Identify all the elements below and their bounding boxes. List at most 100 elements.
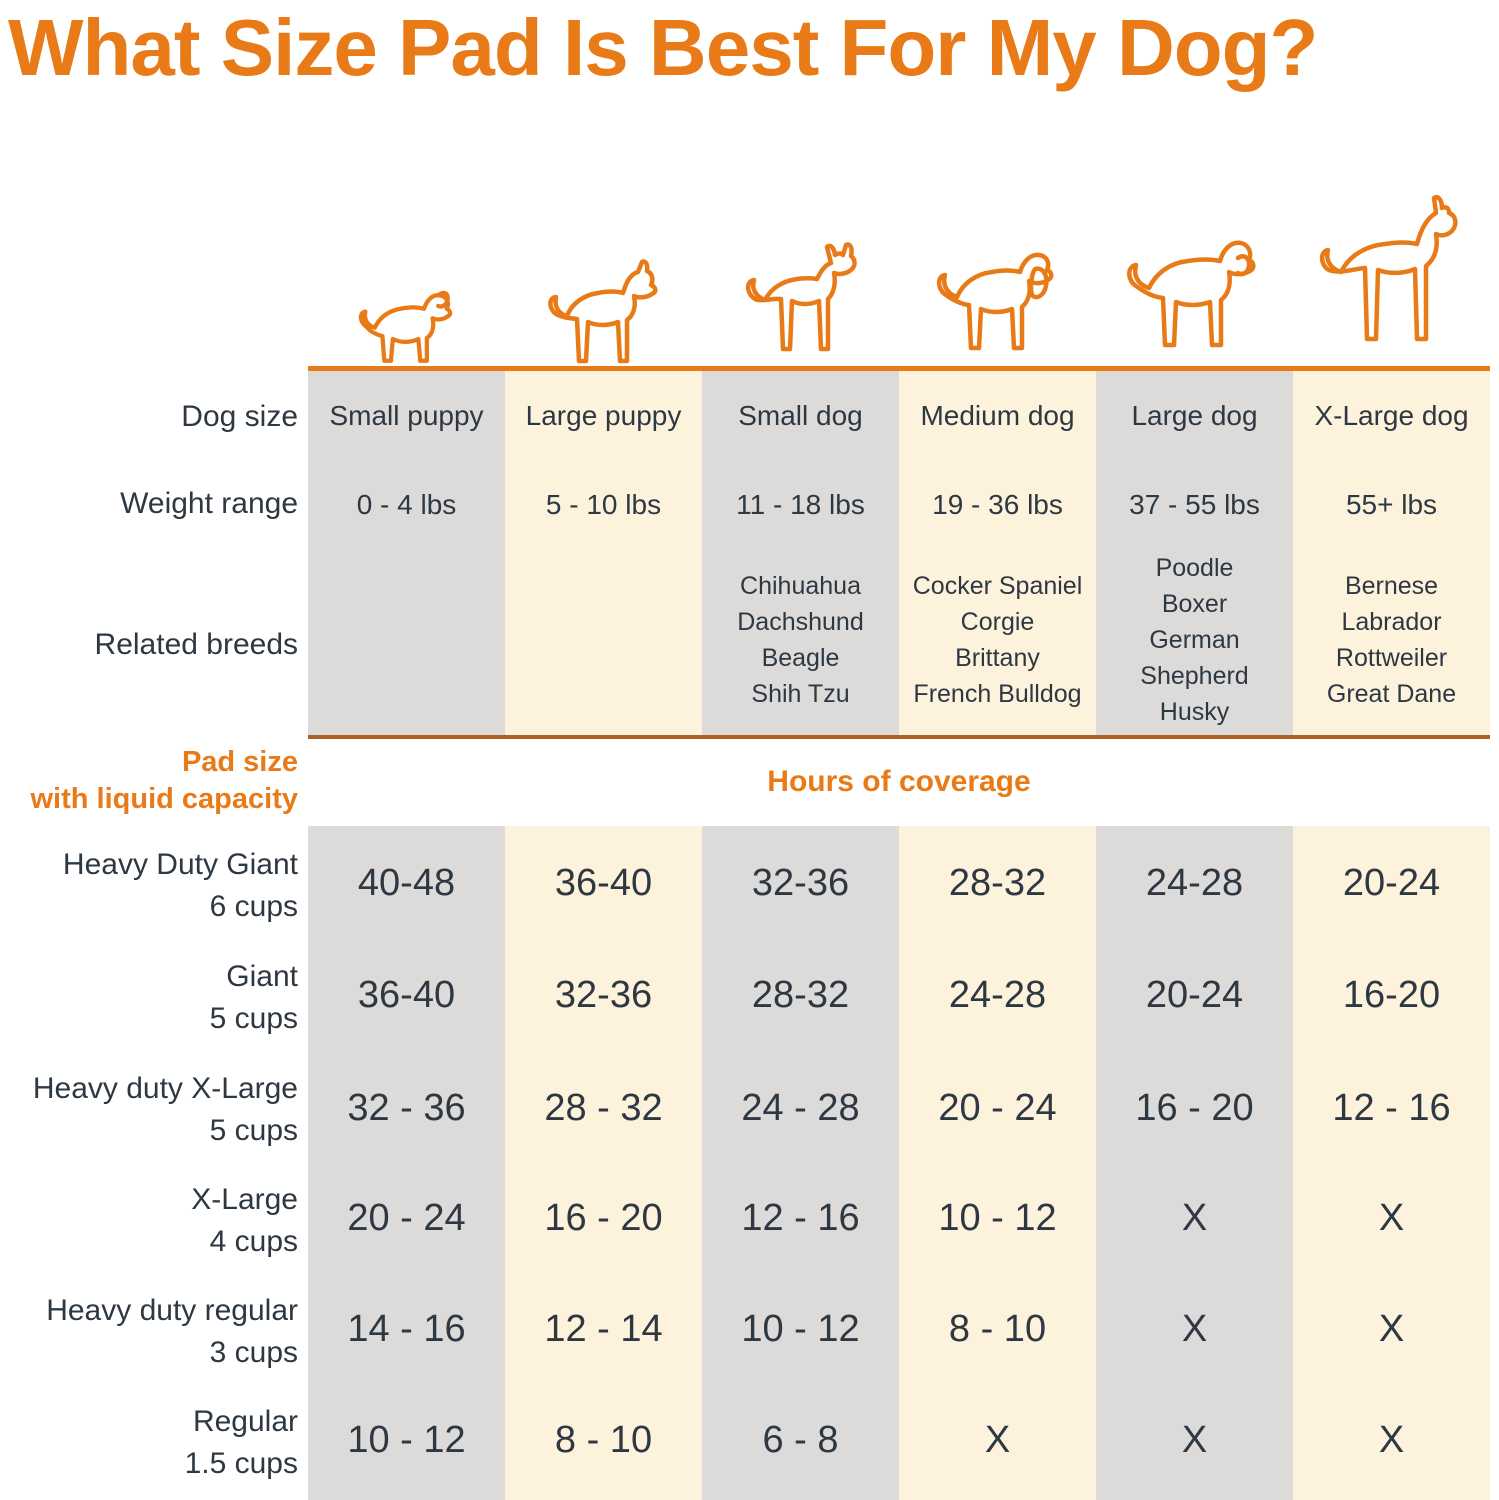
hours-cell: 32-36 — [751, 862, 850, 904]
hours-cell: 12 - 14 — [544, 1308, 663, 1350]
hours-cell: 20-24 — [1145, 974, 1244, 1016]
hours-cell: 6 - 8 — [762, 1419, 839, 1461]
breed: Shih Tzu — [751, 680, 850, 708]
hours-cell: 8 - 10 — [948, 1308, 1047, 1350]
related-breeds-row: Chihuahua Dachshund Beagle Shih Tzu Cock… — [308, 545, 1490, 735]
pad-size-label-line2: with liquid capacity — [30, 783, 299, 815]
hours-cell: 32-36 — [554, 974, 653, 1016]
hours-row: 20 - 24 16 - 20 12 - 16 10 - 12 X X — [308, 1197, 1490, 1240]
column-bg-large-puppy-top — [505, 371, 702, 735]
breed: Husky — [1159, 698, 1230, 726]
hours-cell: 14 - 16 — [347, 1308, 466, 1350]
pad-capacity: 1.5 cups — [184, 1447, 298, 1480]
breeds-cell — [308, 545, 505, 735]
hours-cell: 16 - 20 — [1135, 1087, 1254, 1129]
column-bg-small-dog-top — [702, 371, 899, 735]
row-group-label-pad-size: Pad size with liquid capacity — [0, 744, 299, 818]
row-label-related-breeds: Related breeds — [94, 628, 298, 661]
weight-cell: 11 - 18 lbs — [736, 489, 865, 520]
column-header: Medium dog — [920, 400, 1075, 431]
breed: Cocker Spaniel — [912, 572, 1083, 600]
breed: Labrador — [1341, 608, 1442, 636]
pad-name: Heavy duty X-Large — [32, 1072, 298, 1105]
pad-row-label: Regular 1.5 cups — [0, 1401, 298, 1485]
large-puppy-dog-icon — [505, 256, 702, 366]
hours-cell: 12 - 16 — [1332, 1087, 1451, 1129]
breeds-cell: Cocker Spaniel Corgie Brittany French Bu… — [899, 545, 1096, 735]
pad-name: X-Large — [191, 1183, 298, 1216]
column-header: Small puppy — [329, 400, 484, 431]
hours-cell: 40-48 — [357, 862, 456, 904]
column-bg-medium-dog-top — [899, 371, 1096, 735]
hours-row: 10 - 12 8 - 10 6 - 8 X X X — [308, 1419, 1490, 1462]
hours-cell: 8 - 10 — [554, 1419, 653, 1461]
pad-row-label: Giant 5 cups — [0, 956, 298, 1040]
column-header: X-Large dog — [1314, 400, 1469, 431]
pad-name: Giant — [226, 960, 298, 993]
hours-row: 40-48 36-40 32-36 28-32 24-28 20-24 — [308, 862, 1490, 905]
hours-cell: 24-28 — [1145, 862, 1244, 904]
hours-cell: X — [1378, 1197, 1405, 1239]
dog-silhouettes-row — [308, 170, 1490, 366]
hours-cell: 36-40 — [554, 862, 653, 904]
pad-name: Regular — [192, 1405, 298, 1438]
pad-row-label: Heavy duty X-Large 5 cups — [0, 1068, 298, 1152]
hours-cell: X — [1378, 1308, 1405, 1350]
hours-cell: 36-40 — [357, 974, 456, 1016]
hours-row: 32 - 36 28 - 32 24 - 28 20 - 24 16 - 20 … — [308, 1087, 1490, 1130]
hours-cell: 16-20 — [1342, 974, 1441, 1016]
weight-cell: 19 - 36 lbs — [932, 489, 1063, 520]
breed: French Bulldog — [913, 680, 1082, 708]
breed: Boxer — [1161, 590, 1228, 618]
hours-cell: 28 - 32 — [544, 1087, 663, 1129]
row-label-weight-range: Weight range — [120, 487, 298, 520]
breeds-cell — [505, 545, 702, 735]
weight-cell: 5 - 10 lbs — [545, 489, 662, 520]
hours-cell: X — [1181, 1419, 1208, 1461]
breed: Rottweiler — [1335, 644, 1448, 672]
pad-capacity: 3 cups — [209, 1336, 298, 1369]
column-bg-small-dog-bottom — [702, 826, 899, 1500]
column-header: Small dog — [738, 400, 863, 431]
hours-cell: X — [1181, 1197, 1208, 1239]
column-bg-x-large-dog-bottom — [1293, 826, 1490, 1500]
hours-cell: 24 - 28 — [741, 1087, 860, 1129]
breed: Dachshund — [737, 608, 864, 636]
pad-row-label: Heavy Duty Giant 6 cups — [0, 844, 298, 928]
hours-cell: 24-28 — [948, 974, 1047, 1016]
hours-cell: 32 - 36 — [347, 1087, 466, 1129]
small-dog-icon — [702, 230, 899, 366]
column-bg-large-puppy-bottom — [505, 826, 702, 1500]
breed: Great Dane — [1326, 680, 1457, 708]
weight-range-row: 0 - 4 lbs 5 - 10 lbs 11 - 18 lbs 19 - 36… — [308, 489, 1490, 521]
breed: German Shepherd — [1140, 626, 1249, 690]
page-title: What Size Pad Is Best For My Dog? — [8, 3, 1318, 92]
hours-cell: 10 - 12 — [741, 1308, 860, 1350]
medium-dog-icon — [899, 218, 1096, 366]
x-large-dog-icon — [1293, 172, 1490, 366]
column-bg-large-dog-bottom — [1096, 826, 1293, 1500]
small-puppy-dog-icon — [308, 278, 505, 366]
weight-cell: 0 - 4 lbs — [356, 489, 457, 520]
dog-size-header-row: Small puppy Large puppy Small dog Medium… — [308, 400, 1490, 432]
hours-row: 14 - 16 12 - 14 10 - 12 8 - 10 X X — [308, 1308, 1490, 1351]
pad-name: Heavy duty regular — [46, 1294, 298, 1327]
breed: Brittany — [955, 644, 1040, 672]
pad-capacity: 4 cups — [209, 1225, 298, 1258]
hours-cell: 20-24 — [1342, 862, 1441, 904]
breeds-cell: Chihuahua Dachshund Beagle Shih Tzu — [702, 545, 899, 735]
weight-cell: 55+ lbs — [1345, 489, 1438, 520]
pad-size-label-line1: Pad size — [181, 746, 298, 778]
column-bg-small-puppy-bottom — [308, 826, 505, 1500]
hours-cell: 10 - 12 — [938, 1197, 1057, 1239]
weight-cell: 37 - 55 lbs — [1129, 489, 1260, 520]
hours-cell: 28-32 — [948, 862, 1047, 904]
column-bg-large-dog-top — [1096, 371, 1293, 735]
column-bg-medium-dog-bottom — [899, 826, 1096, 1500]
breeds-cell: Bernese Labrador Rottweiler Great Dane — [1293, 545, 1490, 735]
breed: Corgie — [960, 608, 1035, 636]
pad-row-label: Heavy duty regular 3 cups — [0, 1290, 298, 1374]
hours-cell: X — [984, 1419, 1011, 1461]
hours-cell: 28-32 — [751, 974, 850, 1016]
